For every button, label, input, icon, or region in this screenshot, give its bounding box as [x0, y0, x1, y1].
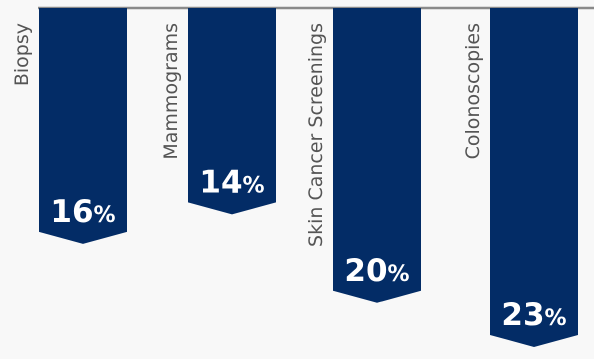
- bar: [333, 8, 421, 303]
- bar-group: 23% Colonoscopies: [462, 8, 578, 347]
- bar: [39, 8, 127, 244]
- category-label: Mammograms: [160, 23, 182, 160]
- bar: [490, 8, 578, 347]
- data-label-unit: %: [243, 173, 265, 198]
- bar: [188, 8, 276, 215]
- data-label: 23%: [501, 297, 566, 333]
- data-label-value: 16: [50, 194, 93, 230]
- bars-layer: 16% Biopsy 14% Mammograms 20% Skin Cancer Scr…: [11, 8, 578, 347]
- data-label-value: 23: [501, 297, 544, 333]
- data-label-unit: %: [388, 262, 410, 287]
- data-label-unit: %: [94, 203, 116, 228]
- data-label: 20%: [344, 253, 409, 289]
- data-label-value: 14: [199, 164, 242, 200]
- bar-group: 14% Mammograms: [160, 8, 276, 215]
- bar-group: 16% Biopsy: [11, 8, 127, 244]
- bar-group: 20% Skin Cancer Screenings: [305, 8, 421, 303]
- data-label: 14%: [199, 164, 264, 200]
- category-label: Biopsy: [11, 23, 33, 86]
- category-label: Skin Cancer Screenings: [305, 23, 327, 247]
- data-label: 16%: [50, 194, 115, 230]
- category-label: Colonoscopies: [462, 23, 484, 159]
- data-label-unit: %: [545, 306, 567, 331]
- data-label-value: 20: [344, 253, 387, 289]
